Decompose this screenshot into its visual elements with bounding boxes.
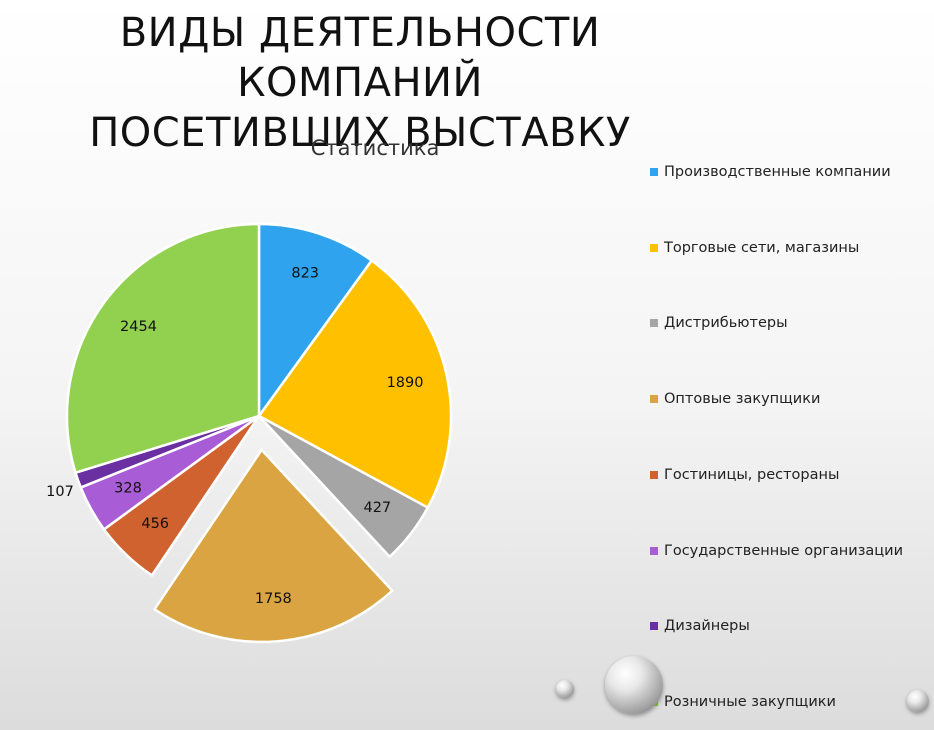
legend-swatch	[650, 395, 658, 404]
pie-slice-3	[258, 414, 430, 559]
decorative-bubble-small	[556, 680, 574, 698]
legend-swatch	[650, 168, 658, 176]
legend-swatch	[650, 622, 658, 631]
pie-slice-1	[257, 222, 374, 420]
data-label-8: 2454	[120, 319, 157, 335]
legend-swatch	[650, 319, 658, 328]
legend-item-3: Дистрибьютеры	[650, 311, 930, 335]
data-label-7: 107	[46, 484, 74, 500]
legend-label: Государственные организации	[664, 542, 904, 559]
decorative-bubble-large	[605, 656, 663, 714]
slide-title-line-2: ПОСЕТИВШИХ ВЫСТАВКУ	[89, 110, 631, 156]
pie-slice-2	[257, 258, 453, 510]
pie-slice-8	[65, 222, 261, 475]
data-label-5: 456	[141, 516, 169, 532]
legend-label: Торговые сети, магазины	[664, 239, 860, 256]
data-label-1: 823	[291, 266, 319, 282]
legend-label: Оптовые закупщики	[664, 391, 821, 408]
slide-title-line-1: ВИДЫ ДЕЯТЕЛЬНОСТИ КОМПАНИЙ	[119, 10, 601, 106]
legend-item-6: Государственные организации	[650, 539, 930, 563]
data-label-4: 1758	[255, 591, 292, 607]
legend-item-7: Дизайнеры	[650, 614, 930, 638]
chart-title: Статистика	[310, 136, 440, 160]
legend-swatch	[650, 546, 658, 555]
pie-slice-4	[152, 447, 395, 644]
legend-item-5: Гостиницы, рестораны	[650, 463, 930, 487]
legend-item-2: Торговые сети, магазины	[650, 236, 930, 260]
legend-item-4: Оптовые закупщики	[650, 387, 930, 411]
legend-label: Дистрибьютеры	[664, 315, 788, 332]
legend-label: Производственные компании	[664, 164, 891, 180]
data-label-3: 427	[363, 500, 391, 516]
legend-label: Гостиницы, рестораны	[664, 466, 840, 483]
legend-swatch	[650, 243, 658, 252]
legend-item-1: Производственные компании	[650, 160, 930, 184]
legend-label: Дизайнеры	[664, 618, 750, 635]
slide-title: ВИДЫ ДЕЯТЕЛЬНОСТИ КОМПАНИЙ ПОСЕТИВШИХ ВЫ…	[0, 8, 720, 158]
data-label-6: 328	[114, 481, 142, 497]
decorative-bubble-right	[907, 690, 929, 712]
legend-label: Розничные закупщики	[664, 693, 836, 710]
legend-item-8: Розничные закупщики	[650, 690, 930, 714]
legend-swatch	[650, 470, 658, 479]
data-label-2: 1890	[387, 375, 424, 391]
